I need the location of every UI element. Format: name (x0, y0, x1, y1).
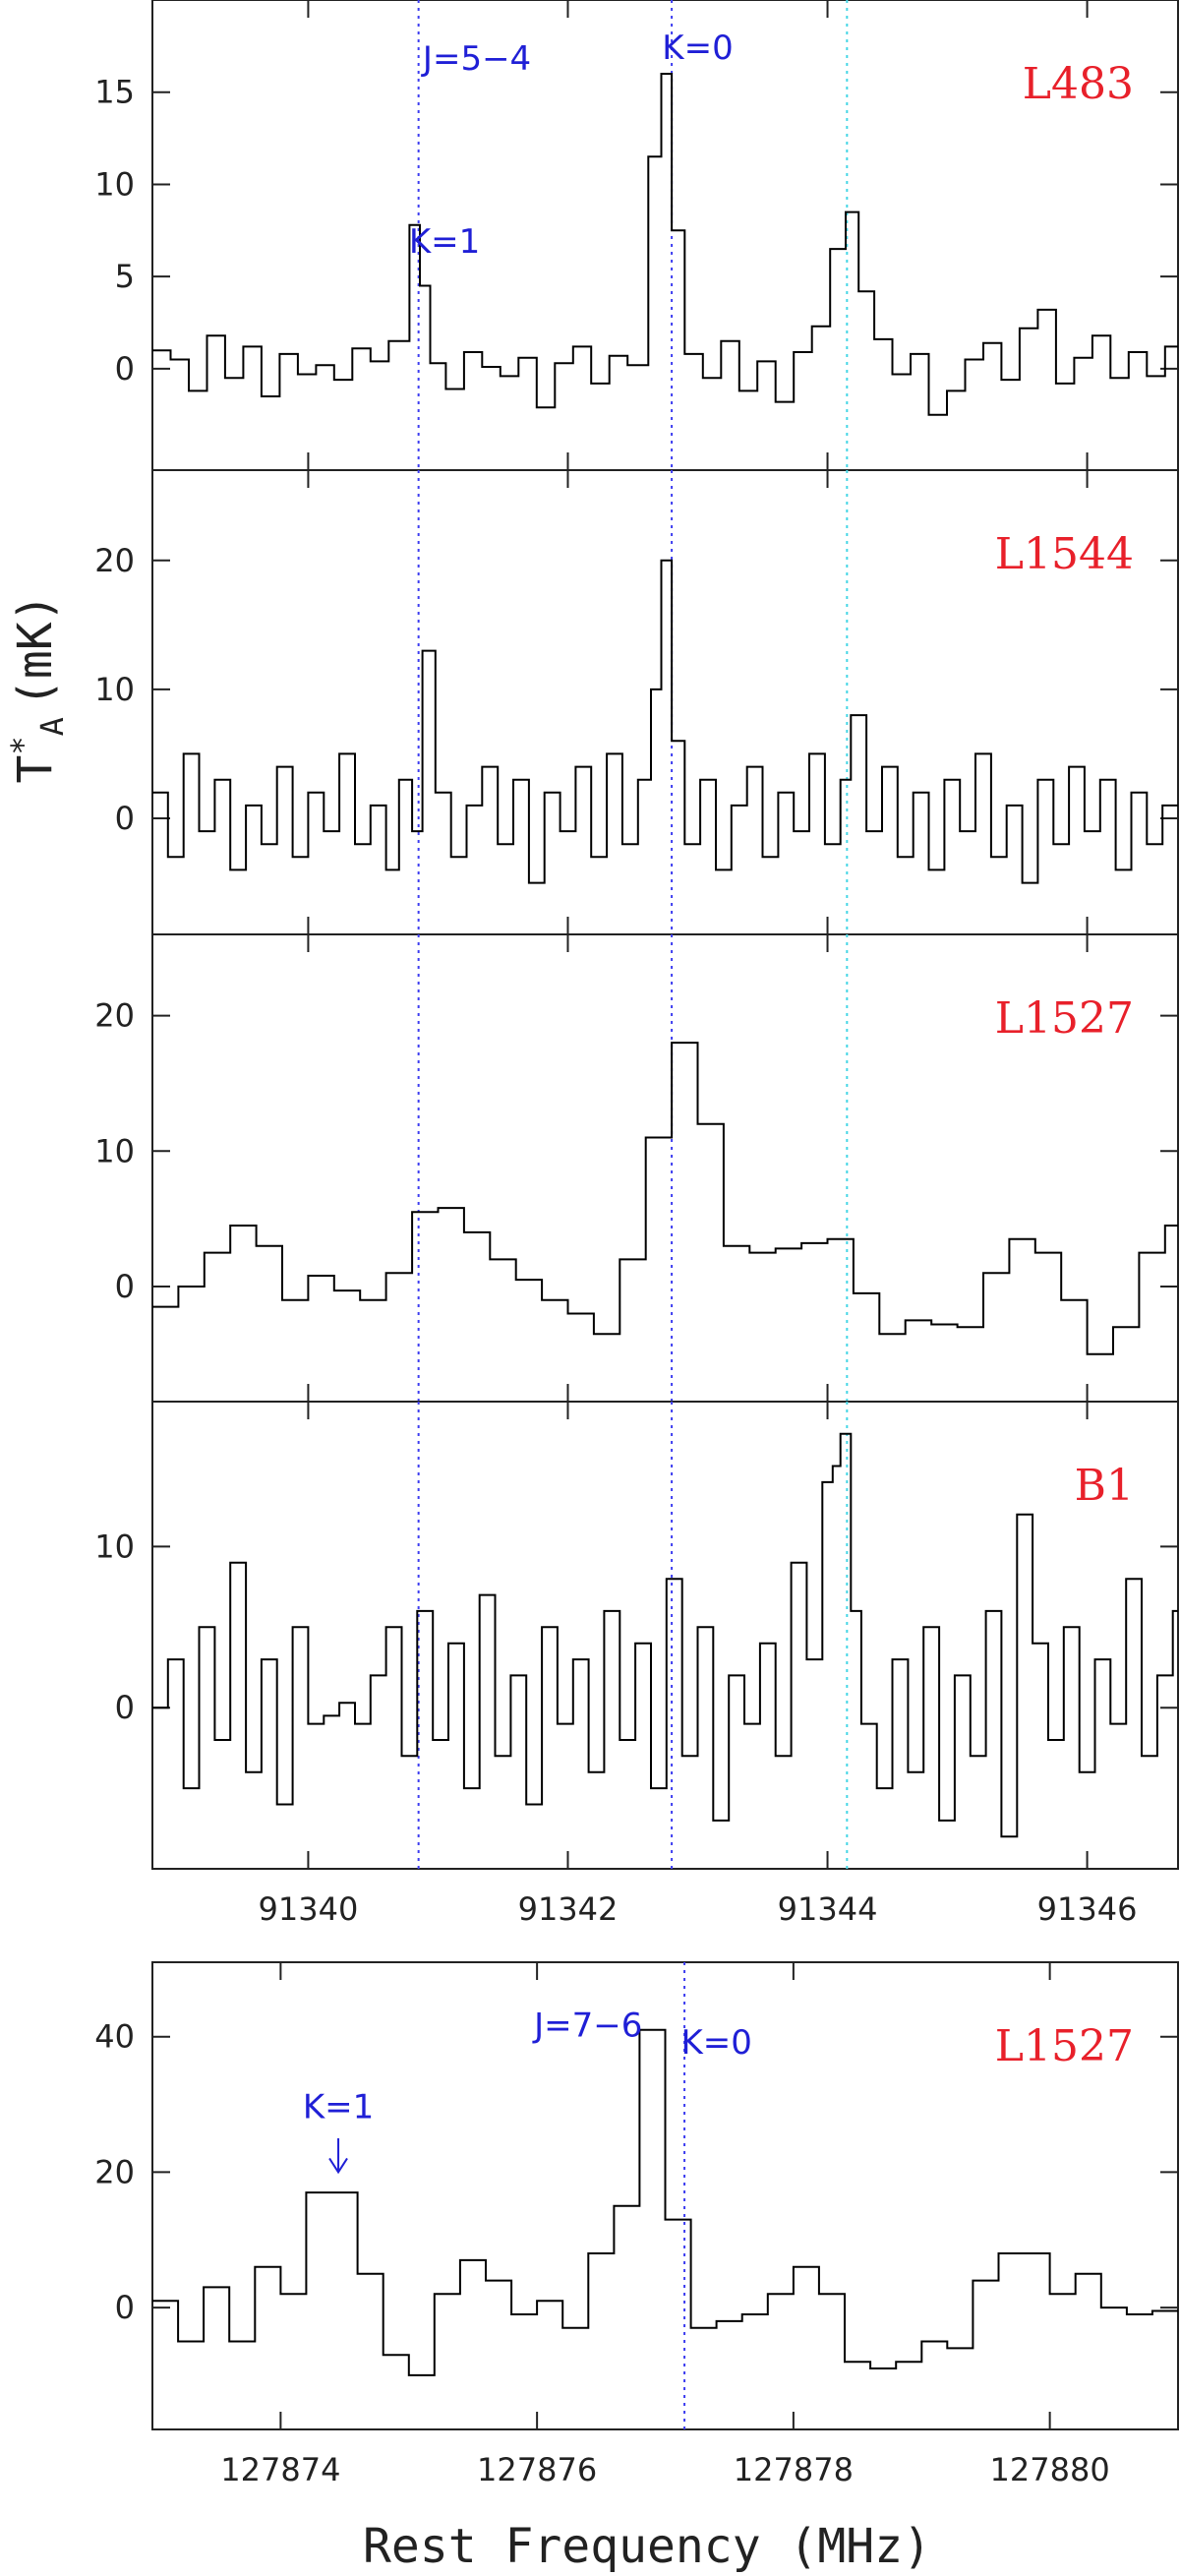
y-tick-label: 10 (94, 1132, 135, 1169)
y-tick-label: 10 (94, 165, 135, 203)
panel-frame (151, 1401, 1179, 1870)
y-tick-label: 20 (94, 542, 135, 579)
x-tick-label: 91342 (518, 1890, 619, 1928)
transition-annotation: K=1 (303, 2087, 374, 2127)
y-tick-label: 0 (115, 1689, 135, 1726)
transition-annotation: K=0 (662, 29, 733, 68)
transition-annotation: K=1 (409, 222, 480, 262)
y-tick-label: 0 (115, 350, 135, 388)
panel-B1: 0 10 91340 91342 91344 91346 B1 (94, 1401, 1179, 1928)
x-tick-label: 91346 (1037, 1890, 1138, 1928)
x-tick-label: 91344 (778, 1890, 878, 1928)
source-label: B1 (1075, 1461, 1134, 1511)
x-tick-label: 127878 (734, 2451, 854, 2488)
y-tick-label: 10 (94, 671, 135, 708)
x-tick-label: 127880 (990, 2451, 1110, 2488)
spectrum-line (152, 1042, 1178, 1355)
y-tick-label: 20 (94, 2153, 135, 2190)
spectrum-line (152, 559, 1178, 884)
spectrum-line (152, 73, 1178, 416)
spectrum-line (152, 1432, 1178, 1838)
y-tick-label: 15 (94, 74, 135, 111)
y-tick-label: 40 (94, 2018, 135, 2056)
panel-L483: 0 5 10 15 L483 J=5−4 K=0 K=1 (94, 0, 1179, 471)
x-tick-label: 127874 (220, 2451, 340, 2488)
x-tick-label: 127876 (477, 2451, 597, 2488)
k1-arrow-head (328, 2157, 348, 2175)
y-axis-label: T*A (mK) (4, 593, 71, 783)
y-tick-label: 0 (115, 2289, 135, 2326)
y-tick-label: 20 (94, 997, 135, 1035)
source-label: L1527 (995, 2021, 1134, 2071)
y-tick-label: 10 (94, 1528, 135, 1565)
panel-L1544: 0 10 20 L1544 (94, 469, 1179, 935)
y-axis-label-sub: A (33, 717, 71, 736)
panels-group: 0 5 10 15 L483 J=5−4 K=0 K=1 0 10 20 L1544 0 10 20 L152… (94, 0, 1179, 2488)
x-tick-label: 91340 (259, 1890, 359, 1928)
source-label: L483 (1023, 59, 1134, 109)
panel-L1527a: 0 10 20 L1527 (94, 933, 1179, 1403)
y-tick-label: 0 (115, 1268, 135, 1305)
panel-frame (151, 1961, 1179, 2430)
transition-annotation: J=7−6 (532, 2007, 642, 2046)
y-axis-label-t: T (8, 755, 63, 784)
source-label: L1527 (995, 993, 1134, 1044)
transition-annotation: J=5−4 (421, 39, 531, 79)
y-axis-label-unit: (mK) (8, 593, 63, 707)
y-axis-label-sup: * (4, 736, 41, 754)
transition-annotation: K=0 (680, 2023, 751, 2063)
y-tick-label: 0 (115, 800, 135, 837)
source-label: L1544 (995, 529, 1134, 579)
y-tick-label: 5 (115, 258, 135, 295)
spectrum-line (152, 2028, 1178, 2376)
x-axis-label: Rest Frequency (MHz) (363, 2519, 931, 2574)
panel-L1527b: 0 20 40 127874 127876 127878 127880 L1527 J=7−6 K… (94, 1961, 1179, 2488)
